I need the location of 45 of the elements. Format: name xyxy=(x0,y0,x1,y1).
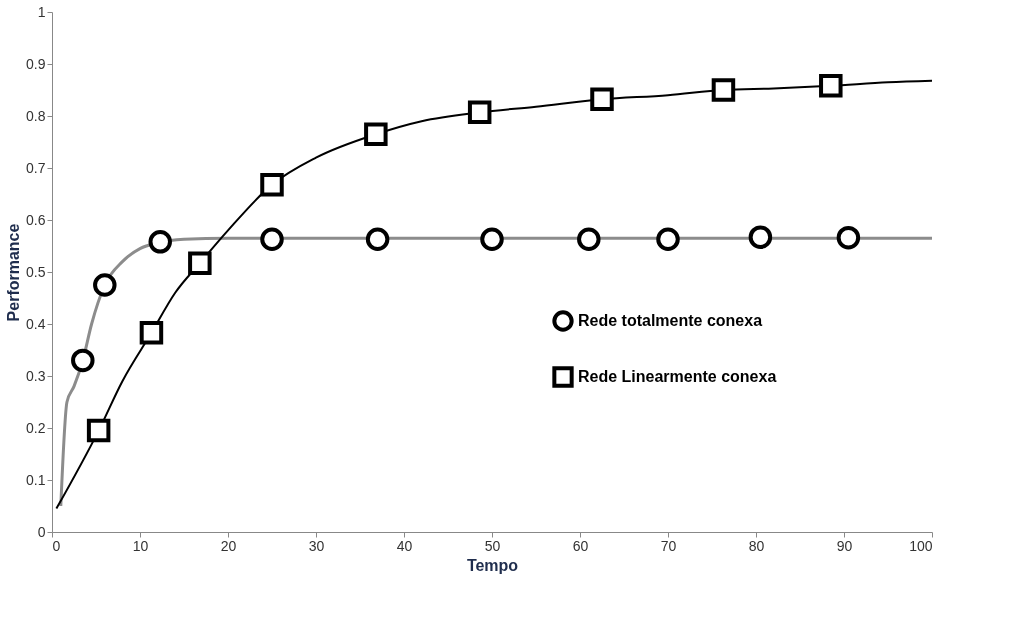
y-tick-label: 0.6 xyxy=(26,211,46,228)
x-axis-title: Tempo xyxy=(466,556,519,574)
x-tick-label: 20 xyxy=(220,537,237,554)
point xyxy=(467,100,492,125)
point xyxy=(365,227,390,251)
y-tick-label: 0.5 xyxy=(26,263,46,280)
y-tick-label: 0.8 xyxy=(26,107,46,124)
point xyxy=(590,87,614,112)
y-tick-label: 0 xyxy=(37,523,46,540)
x-tick-label: 90 xyxy=(836,537,853,554)
x-tick-label: 50 xyxy=(484,537,501,554)
x-tick-label: 0 xyxy=(52,537,61,554)
y-tick-label: 0.1 xyxy=(26,471,46,488)
y-tick-label: 0.3 xyxy=(26,367,46,384)
x-tick-label: 10 xyxy=(132,537,149,554)
x-tick-label: 80 xyxy=(748,537,765,554)
point xyxy=(139,321,164,345)
point xyxy=(188,251,212,275)
legend-label: Rede totalmente conexa xyxy=(578,312,763,329)
point xyxy=(711,78,736,102)
point xyxy=(93,273,117,297)
point xyxy=(480,227,504,251)
point xyxy=(656,227,680,251)
point xyxy=(86,418,111,443)
y-axis-title: Performance xyxy=(5,223,23,322)
y-tick-label: 0.4 xyxy=(26,315,46,332)
x-tick-label: 100 xyxy=(909,537,933,554)
legend-label: Rede Linearmente conexa xyxy=(578,368,777,385)
y-tick-label: 0.7 xyxy=(26,159,46,176)
point xyxy=(148,230,172,254)
x-tick-label: 30 xyxy=(308,537,325,554)
point xyxy=(364,122,388,146)
x-tick-label: 70 xyxy=(660,537,677,554)
y-tick-label: 1 xyxy=(37,3,46,20)
y-tick-label: 0.2 xyxy=(26,419,46,436)
x-tick-label: 40 xyxy=(396,537,413,554)
point xyxy=(71,348,95,373)
x-tick-label: 60 xyxy=(572,537,589,554)
point xyxy=(260,172,284,197)
y-tick-label: 0.9 xyxy=(26,55,46,72)
point xyxy=(577,227,601,251)
point xyxy=(836,225,861,250)
point xyxy=(819,74,843,98)
point xyxy=(748,225,773,249)
point xyxy=(260,227,284,251)
